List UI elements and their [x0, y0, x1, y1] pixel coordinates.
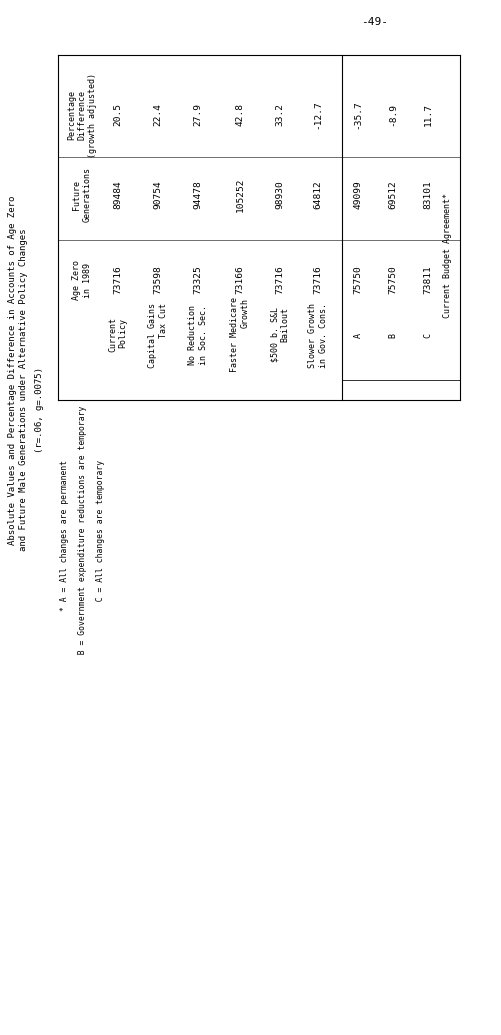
Text: 75750: 75750 — [388, 266, 397, 294]
Text: Current
Policy: Current Policy — [108, 318, 128, 353]
Text: Absolute Values and Percentage Difference in Accounts of Age Zero: Absolute Values and Percentage Differenc… — [9, 196, 18, 544]
Text: -8.9: -8.9 — [388, 104, 397, 126]
Text: 94478: 94478 — [193, 181, 202, 209]
Text: C: C — [423, 332, 432, 337]
Text: 75750: 75750 — [354, 266, 363, 294]
Text: Slower Growth
in Gov. Cons.: Slower Growth in Gov. Cons. — [308, 302, 328, 367]
Text: -35.7: -35.7 — [354, 100, 363, 129]
Text: Current Budget Agreement*: Current Budget Agreement* — [443, 193, 452, 318]
Text: $500 b. S&L
Bailout: $500 b. S&L Bailout — [271, 307, 290, 362]
Text: 11.7: 11.7 — [423, 104, 432, 126]
Text: 73716: 73716 — [276, 266, 285, 294]
Text: 69512: 69512 — [388, 181, 397, 209]
Text: B: B — [388, 332, 397, 337]
Text: Faster Medicare
Growth: Faster Medicare Growth — [230, 297, 249, 373]
Text: B = Government expenditure reductions are temporary: B = Government expenditure reductions ar… — [79, 406, 88, 664]
Text: 33.2: 33.2 — [276, 104, 285, 126]
Text: Capital Gains
Tax Cut: Capital Gains Tax Cut — [148, 302, 168, 367]
Text: 22.4: 22.4 — [153, 104, 162, 126]
Text: Percentage
Difference
(growth adjusted): Percentage Difference (growth adjusted) — [67, 72, 97, 157]
Text: 42.8: 42.8 — [235, 104, 244, 126]
Text: 105252: 105252 — [235, 178, 244, 212]
Text: (r=.06, g=.0075): (r=.06, g=.0075) — [36, 367, 45, 453]
Text: Age Zero
in 1989: Age Zero in 1989 — [72, 260, 92, 300]
Text: C = All changes are temporary: C = All changes are temporary — [97, 460, 106, 611]
Text: 73325: 73325 — [193, 266, 202, 294]
Text: 20.5: 20.5 — [114, 104, 123, 126]
Text: 83101: 83101 — [423, 181, 432, 209]
Text: A: A — [354, 332, 363, 337]
Text: * A = All changes are permanent: * A = All changes are permanent — [61, 460, 70, 611]
Text: 73166: 73166 — [235, 266, 244, 294]
Text: and Future Male Generations under Alternative Policy Changes: and Future Male Generations under Altern… — [20, 229, 29, 552]
Text: 98930: 98930 — [276, 181, 285, 209]
Text: 73811: 73811 — [423, 266, 432, 294]
Text: 73598: 73598 — [153, 266, 162, 294]
Text: No Reduction
in Soc. Sec.: No Reduction in Soc. Sec. — [188, 305, 208, 365]
Text: 73716: 73716 — [314, 266, 323, 294]
Text: Future
Generations: Future Generations — [72, 168, 92, 223]
Text: 73716: 73716 — [114, 266, 123, 294]
Text: 64812: 64812 — [314, 181, 323, 209]
Text: 90754: 90754 — [153, 181, 162, 209]
Text: 89484: 89484 — [114, 181, 123, 209]
Text: 27.9: 27.9 — [193, 104, 202, 126]
Text: -49-: -49- — [362, 17, 388, 27]
Text: 49099: 49099 — [354, 181, 363, 209]
Text: -12.7: -12.7 — [314, 100, 323, 129]
